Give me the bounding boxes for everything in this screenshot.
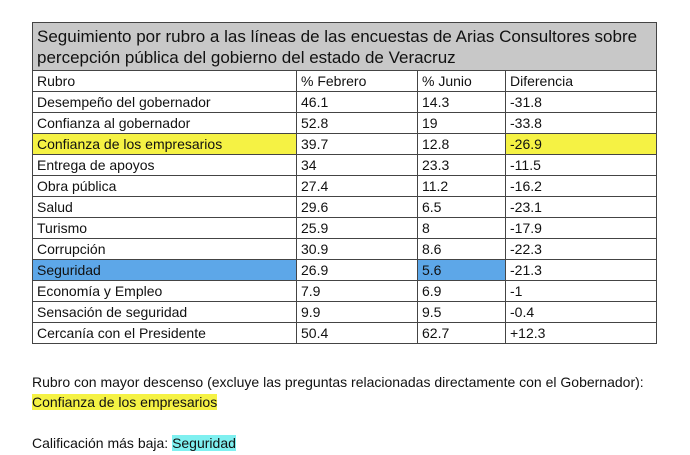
cell-febrero: 9.9 <box>296 301 418 323</box>
cell-junio: 6.5 <box>417 196 506 218</box>
cell-rubro: Obra pública <box>32 175 297 197</box>
table-row: Corrupción 30.9 8.6 -22.3 <box>32 238 657 260</box>
table-row: Entrega de apoyos 34 23.3 -11.5 <box>32 154 657 176</box>
table-row: Desempeño del gobernador 46.1 14.3 -31.8 <box>32 91 657 113</box>
cell-diferencia: -17.9 <box>505 217 657 239</box>
cell-febrero: 27.4 <box>296 175 418 197</box>
cell-febrero: 29.6 <box>296 196 418 218</box>
table-row: Confianza al gobernador 52.8 19 -33.8 <box>32 112 657 134</box>
cell-junio: 19 <box>417 112 506 134</box>
cell-junio: 9.5 <box>417 301 506 323</box>
table-row: Obra pública 27.4 11.2 -16.2 <box>32 175 657 197</box>
note-mayor-descenso-value: Confianza de los empresarios <box>32 394 218 410</box>
cell-febrero: 34 <box>296 154 418 176</box>
cell-rubro: Confianza al gobernador <box>32 112 297 134</box>
cell-diferencia: -26.9 <box>505 133 657 155</box>
table-title: Seguimiento por rubro a las líneas de la… <box>32 22 657 71</box>
cell-rubro: Seguridad <box>32 259 297 281</box>
cell-febrero: 46.1 <box>296 91 418 113</box>
cell-junio: 23.3 <box>417 154 506 176</box>
table-row: Seguridad 26.9 5.6 -21.3 <box>32 259 657 281</box>
table-title-row: Seguimiento por rubro a las líneas de la… <box>32 22 657 71</box>
cell-diferencia: -22.3 <box>505 238 657 260</box>
survey-table: Seguimiento por rubro a las líneas de la… <box>32 22 657 344</box>
note-mayor-descenso: Rubro con mayor descenso (excluye las pr… <box>32 372 652 412</box>
note-calificacion-baja-label: Calificación más baja: <box>32 435 173 451</box>
header-junio: % Junio <box>417 70 506 92</box>
cell-junio: 62.7 <box>417 322 506 344</box>
cell-diferencia: -23.1 <box>505 196 657 218</box>
cell-junio: 14.3 <box>417 91 506 113</box>
cell-febrero: 7.9 <box>296 280 418 302</box>
note-calificacion-baja-value: Seguridad <box>172 435 236 451</box>
header-rubro: Rubro <box>32 70 297 92</box>
cell-febrero: 26.9 <box>296 259 418 281</box>
cell-junio: 5.6 <box>417 259 506 281</box>
cell-diferencia: -0.4 <box>505 301 657 323</box>
cell-febrero: 30.9 <box>296 238 418 260</box>
cell-rubro: Entrega de apoyos <box>32 154 297 176</box>
cell-diferencia: -16.2 <box>505 175 657 197</box>
cell-junio: 11.2 <box>417 175 506 197</box>
cell-diferencia: +12.3 <box>505 322 657 344</box>
table-row: Economía y Empleo 7.9 6.9 -1 <box>32 280 657 302</box>
cell-diferencia: -31.8 <box>505 91 657 113</box>
table-row: Confianza de los empresarios 39.7 12.8 -26.… <box>32 133 657 155</box>
cell-junio: 6.9 <box>417 280 506 302</box>
cell-rubro: Corrupción <box>32 238 297 260</box>
cell-diferencia: -21.3 <box>505 259 657 281</box>
cell-diferencia: -1 <box>505 280 657 302</box>
cell-junio: 8 <box>417 217 506 239</box>
cell-diferencia: -11.5 <box>505 154 657 176</box>
cell-febrero: 25.9 <box>296 217 418 239</box>
note-mayor-descenso-label: Rubro con mayor descenso (excluye las pr… <box>32 374 644 390</box>
cell-rubro: Cercanía con el Presidente <box>32 322 297 344</box>
table-row: Salud 29.6 6.5 -23.1 <box>32 196 657 218</box>
table-row: Turismo 25.9 8 -17.9 <box>32 217 657 239</box>
cell-rubro: Salud <box>32 196 297 218</box>
cell-junio: 12.8 <box>417 133 506 155</box>
cell-febrero: 50.4 <box>296 322 418 344</box>
cell-diferencia: -33.8 <box>505 112 657 134</box>
header-febrero: % Febrero <box>296 70 418 92</box>
cell-junio: 8.6 <box>417 238 506 260</box>
cell-rubro: Confianza de los empresarios <box>32 133 297 155</box>
cell-rubro: Economía y Empleo <box>32 280 297 302</box>
cell-rubro: Sensación de seguridad <box>32 301 297 323</box>
cell-febrero: 39.7 <box>296 133 418 155</box>
cell-rubro: Desempeño del gobernador <box>32 91 297 113</box>
note-calificacion-baja: Calificación más baja: Seguridad <box>32 433 236 453</box>
table-row: Cercanía con el Presidente 50.4 62.7 +12.3 <box>32 322 657 344</box>
cell-rubro: Turismo <box>32 217 297 239</box>
header-diferencia: Diferencia <box>505 70 657 92</box>
table-row: Sensación de seguridad 9.9 9.5 -0.4 <box>32 301 657 323</box>
cell-febrero: 52.8 <box>296 112 418 134</box>
table-header-row: Rubro % Febrero % Junio Diferencia <box>32 70 657 92</box>
